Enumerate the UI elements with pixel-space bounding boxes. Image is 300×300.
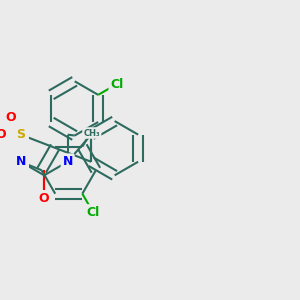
Text: CH₃: CH₃ xyxy=(83,128,100,137)
Text: N: N xyxy=(16,155,26,168)
Text: Cl: Cl xyxy=(110,77,124,91)
Text: O: O xyxy=(5,110,16,124)
Text: O: O xyxy=(39,192,50,205)
Text: Cl: Cl xyxy=(87,206,100,219)
Text: N: N xyxy=(62,155,73,168)
Text: O: O xyxy=(0,128,6,141)
Text: S: S xyxy=(16,128,25,141)
